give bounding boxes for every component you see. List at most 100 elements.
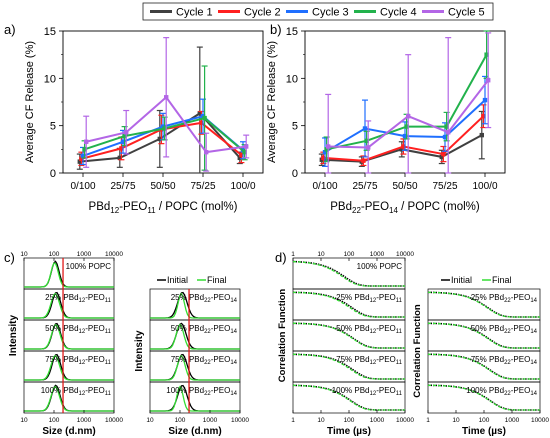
x-tick-label: 100/0 (472, 181, 497, 192)
axis-tick-label: 100 (479, 417, 490, 424)
data-point (122, 133, 127, 139)
x-axis-label: PBd22-PEO14 / POPC (mol%) (330, 201, 480, 215)
data-point (84, 139, 89, 144)
stack-label: 100% PBd12-PEO11 (332, 386, 403, 397)
axis-tick-label: 1 (291, 417, 295, 424)
stack-label: 100% POPC (357, 262, 403, 271)
legend-box (142, 2, 494, 21)
data-point (439, 154, 444, 160)
x-tick-label: 50/50 (150, 181, 175, 192)
final-curve (24, 292, 114, 319)
final-label: Final (207, 275, 227, 285)
data-point (326, 144, 331, 149)
chart-a: 0 5 10 15 0/100 25/75 50/50 75/25 100/0 Average C… (24, 26, 264, 215)
stack-label: 50% PBd22-PEO14 (471, 324, 538, 335)
axis-tick-label: 1000 (77, 417, 92, 424)
final-curve (150, 323, 240, 350)
stack-label: 25% PBd12-PEO11 (45, 293, 112, 304)
data-point (119, 146, 124, 151)
data-point (441, 151, 446, 157)
initial-curve (293, 322, 405, 349)
panel-label-c: c) (4, 250, 15, 265)
data-point (361, 158, 366, 163)
stack-label: 75% PBd22-PEO14 (171, 355, 238, 366)
final-curve (150, 292, 240, 319)
x-tick-label: 25/75 (352, 181, 377, 192)
axis-tick-label: 1000 (370, 417, 385, 424)
data-point (401, 144, 406, 149)
y-axis-label-right: Intensity (134, 330, 145, 372)
final-curve (292, 260, 405, 287)
initial-curve (428, 291, 540, 318)
axis-tick-label: 100 (344, 417, 355, 424)
data-point (482, 97, 488, 103)
axis-tick-label: 100 (49, 417, 60, 424)
data-point (484, 52, 489, 57)
stack-label: 25% PBd22-PEO14 (171, 293, 238, 304)
data-point (124, 130, 129, 135)
final-curve (24, 385, 114, 412)
y-axis-label: Intensity (8, 315, 19, 357)
chart-b: 0 5 10 15 0/100 25/75 50/50 75/25 100/0 Average C… (266, 26, 506, 215)
legend-label-3: Cycle 3 (312, 7, 349, 19)
stack-label: 75% PBd12-PEO11 (45, 355, 112, 366)
axis-tick-label: 10000 (531, 417, 549, 424)
axis-tick-label: 10 (317, 417, 325, 424)
stack-label: 50% PBd12-PEO11 (45, 324, 112, 335)
axis-tick-label: 10000 (396, 251, 414, 258)
data-point (364, 138, 369, 144)
initial-curve (292, 384, 405, 411)
stack-label: 25% PBd12-PEO11 (336, 293, 403, 304)
axis-tick-label: 1 (291, 251, 295, 258)
initial-curve (293, 353, 405, 380)
final-curve (150, 354, 240, 381)
data-point (324, 147, 329, 152)
series-cycle-4 (323, 30, 490, 163)
data-point (82, 147, 87, 152)
stack-label: 25% PBd22-PEO14 (471, 293, 538, 304)
series-cycle-5 (83, 37, 250, 172)
data-point (199, 120, 204, 126)
axis-tick-label: 10 (317, 251, 325, 258)
stack-label: 100% POPC (66, 262, 112, 271)
axis-tick-label: 10 (146, 417, 154, 424)
dist-legend-c: Initial Final (157, 275, 227, 285)
data-point (321, 155, 326, 161)
x-axis-label: Time (µs) (327, 426, 371, 437)
data-point (79, 156, 84, 161)
initial-curve (428, 322, 540, 349)
axis-tick-label: 100 (49, 251, 60, 258)
data-point (237, 155, 242, 161)
axis-tick-label: 1 (426, 417, 430, 424)
data-point (404, 124, 409, 129)
series-cycle-1 (76, 46, 243, 174)
x-axis-label: PBd12-PEO11 / POPC (mol%) (89, 201, 238, 215)
axis-tick-label: 10000 (396, 417, 414, 424)
panel-label-b: b) (270, 22, 282, 37)
stack-label: 100% PBd22-PEO14 (466, 386, 537, 397)
x-tick-label: 75/25 (432, 181, 457, 192)
final-curve (24, 323, 114, 350)
panel-label-a: a) (4, 22, 16, 37)
initial-label: Initial (167, 275, 188, 285)
data-point (204, 149, 209, 155)
initial-curve (292, 260, 405, 287)
y-axis-label: Correlation Function (277, 289, 288, 383)
panel-c-distributions: 100% POPC 25% PBd12-PEO11 50% PBd12-PEO11 7… (8, 251, 249, 437)
stack-label: 100% PBd12-PEO11 (41, 386, 112, 397)
panel-label-d: d) (275, 250, 287, 265)
y-tick-label: 15 (286, 26, 298, 38)
y-tick-label: 0 (292, 168, 298, 180)
axis-tick-label: 1000 (203, 417, 218, 424)
data-point (242, 149, 247, 155)
stack-row-frame (149, 381, 241, 414)
data-point (244, 144, 249, 149)
y-tick-label: 5 (292, 121, 298, 133)
y-tick-label: 10 (44, 73, 56, 85)
y-tick-label: 5 (50, 121, 56, 133)
plot-frame (304, 30, 506, 174)
dist-legend-d: Initial Final (441, 275, 512, 285)
data-point (362, 126, 368, 131)
axis-tick-label: 10000 (105, 251, 123, 258)
series-cycle-4 (81, 65, 248, 171)
